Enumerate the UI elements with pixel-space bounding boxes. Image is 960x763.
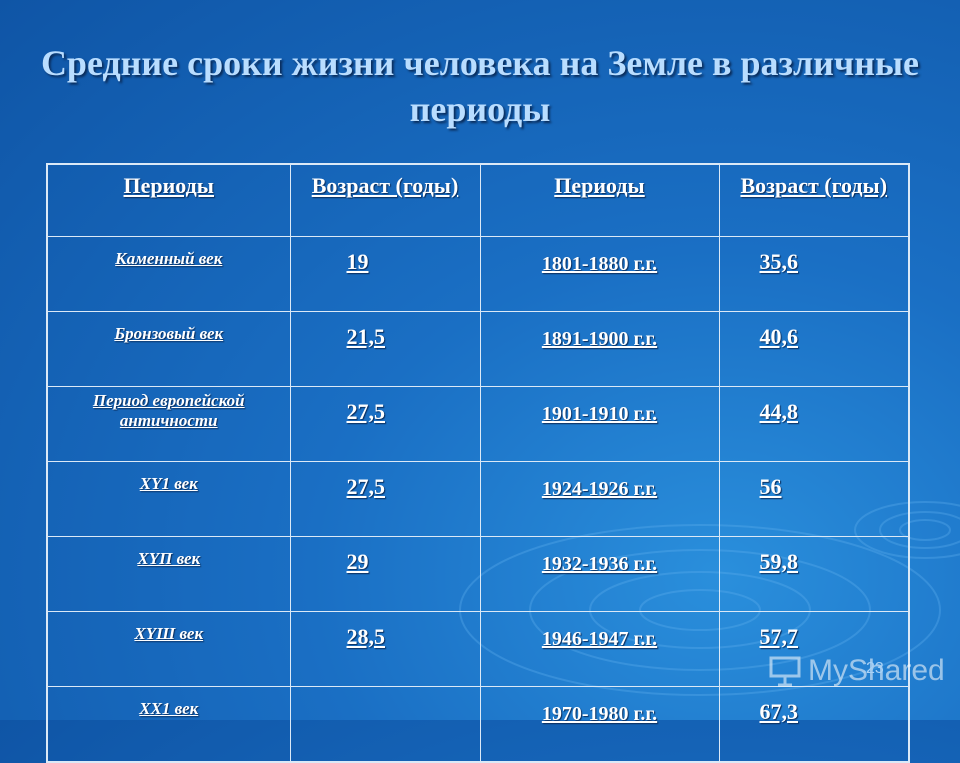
table-row: XYП век 29 1932-1936 г.г. 59,8	[46, 535, 910, 612]
years-cell: 1891-1900 г.г.	[479, 310, 720, 387]
age-cell: 57,7	[718, 610, 910, 687]
age-cell: 27,5	[289, 385, 481, 462]
years-cell: 1946-1947 г.г.	[479, 610, 720, 687]
years-cell: 1932-1936 г.г.	[479, 535, 720, 612]
age-cell: 21,5	[289, 310, 481, 387]
years-cell: 1924-1926 г.г.	[479, 460, 720, 537]
life-expectancy-table: Периоды Возраст (годы) Периоды Возраст (…	[46, 163, 910, 763]
slide-title: Средние сроки жизни человека на Земле в …	[40, 43, 920, 129]
table-row: XYШ век 28,5 1946-1947 г.г. 57,7	[46, 610, 910, 687]
header-periods-1: Периоды	[46, 163, 291, 237]
age-cell: 29	[289, 535, 481, 612]
table-row: XX1 век 1970-1980 г.г. 67,3	[46, 685, 910, 762]
watermark: MyShared	[768, 654, 945, 688]
age-cell: 59,8	[718, 535, 910, 612]
table-row: Период европейской античности 27,5 1901-…	[46, 385, 910, 462]
presentation-icon	[769, 656, 801, 687]
slide-number: 23	[866, 660, 884, 677]
period-cell: XY1 век	[46, 460, 291, 537]
years-cell: 1970-1980 г.г.	[479, 685, 720, 762]
table-header-row: Периоды Возраст (годы) Периоды Возраст (…	[46, 163, 910, 237]
age-cell: 28,5	[289, 610, 481, 687]
table-row: XY1 век 27,5 1924-1926 г.г. 56	[46, 460, 910, 537]
header-periods-2: Периоды	[479, 163, 720, 237]
watermark-text: MyShared	[808, 654, 945, 687]
age-cell: 44,8	[718, 385, 910, 462]
age-cell: 35,6	[718, 235, 910, 312]
period-cell: XX1 век	[46, 685, 291, 762]
period-cell: XYШ век	[46, 610, 291, 687]
years-cell: 1801-1880 г.г.	[479, 235, 720, 312]
period-cell: Бронзовый век	[46, 310, 291, 387]
table-row: Каменный век 19 1801-1880 г.г. 35,6	[46, 235, 910, 312]
years-cell: 1901-1910 г.г.	[479, 385, 720, 462]
age-cell: 27,5	[289, 460, 481, 537]
age-cell: 40,6	[718, 310, 910, 387]
table-row: Бронзовый век 21,5 1891-1900 г.г. 40,6	[46, 310, 910, 387]
age-cell: 67,3	[718, 685, 910, 762]
age-cell: 56	[718, 460, 910, 537]
header-age-2: Возраст (годы)	[718, 163, 910, 237]
period-cell: Каменный век	[46, 235, 291, 312]
period-cell: Период европейской античности	[46, 385, 291, 462]
header-age-1: Возраст (годы)	[289, 163, 481, 237]
age-cell	[289, 685, 481, 762]
age-cell: 19	[289, 235, 481, 312]
period-cell: XYП век	[46, 535, 291, 612]
